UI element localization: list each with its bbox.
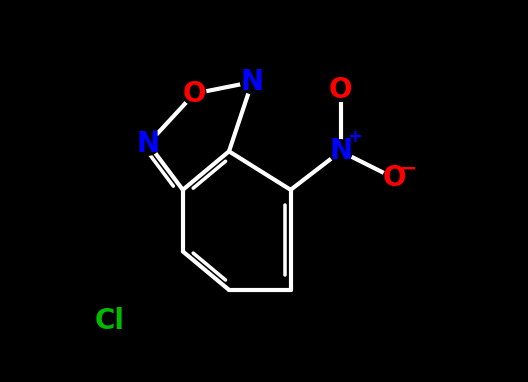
Text: −: − (400, 158, 417, 178)
Text: N: N (137, 129, 160, 158)
Circle shape (93, 304, 127, 338)
Text: O: O (383, 164, 407, 192)
Circle shape (329, 78, 352, 101)
Text: Cl: Cl (95, 307, 125, 335)
Text: N: N (329, 138, 352, 165)
Circle shape (383, 167, 406, 190)
Text: N: N (241, 68, 263, 96)
Circle shape (137, 132, 159, 155)
Text: +: + (347, 128, 362, 146)
Circle shape (241, 71, 263, 94)
Text: O: O (329, 76, 352, 104)
Circle shape (329, 140, 352, 163)
Text: O: O (183, 79, 206, 108)
Circle shape (183, 82, 206, 105)
